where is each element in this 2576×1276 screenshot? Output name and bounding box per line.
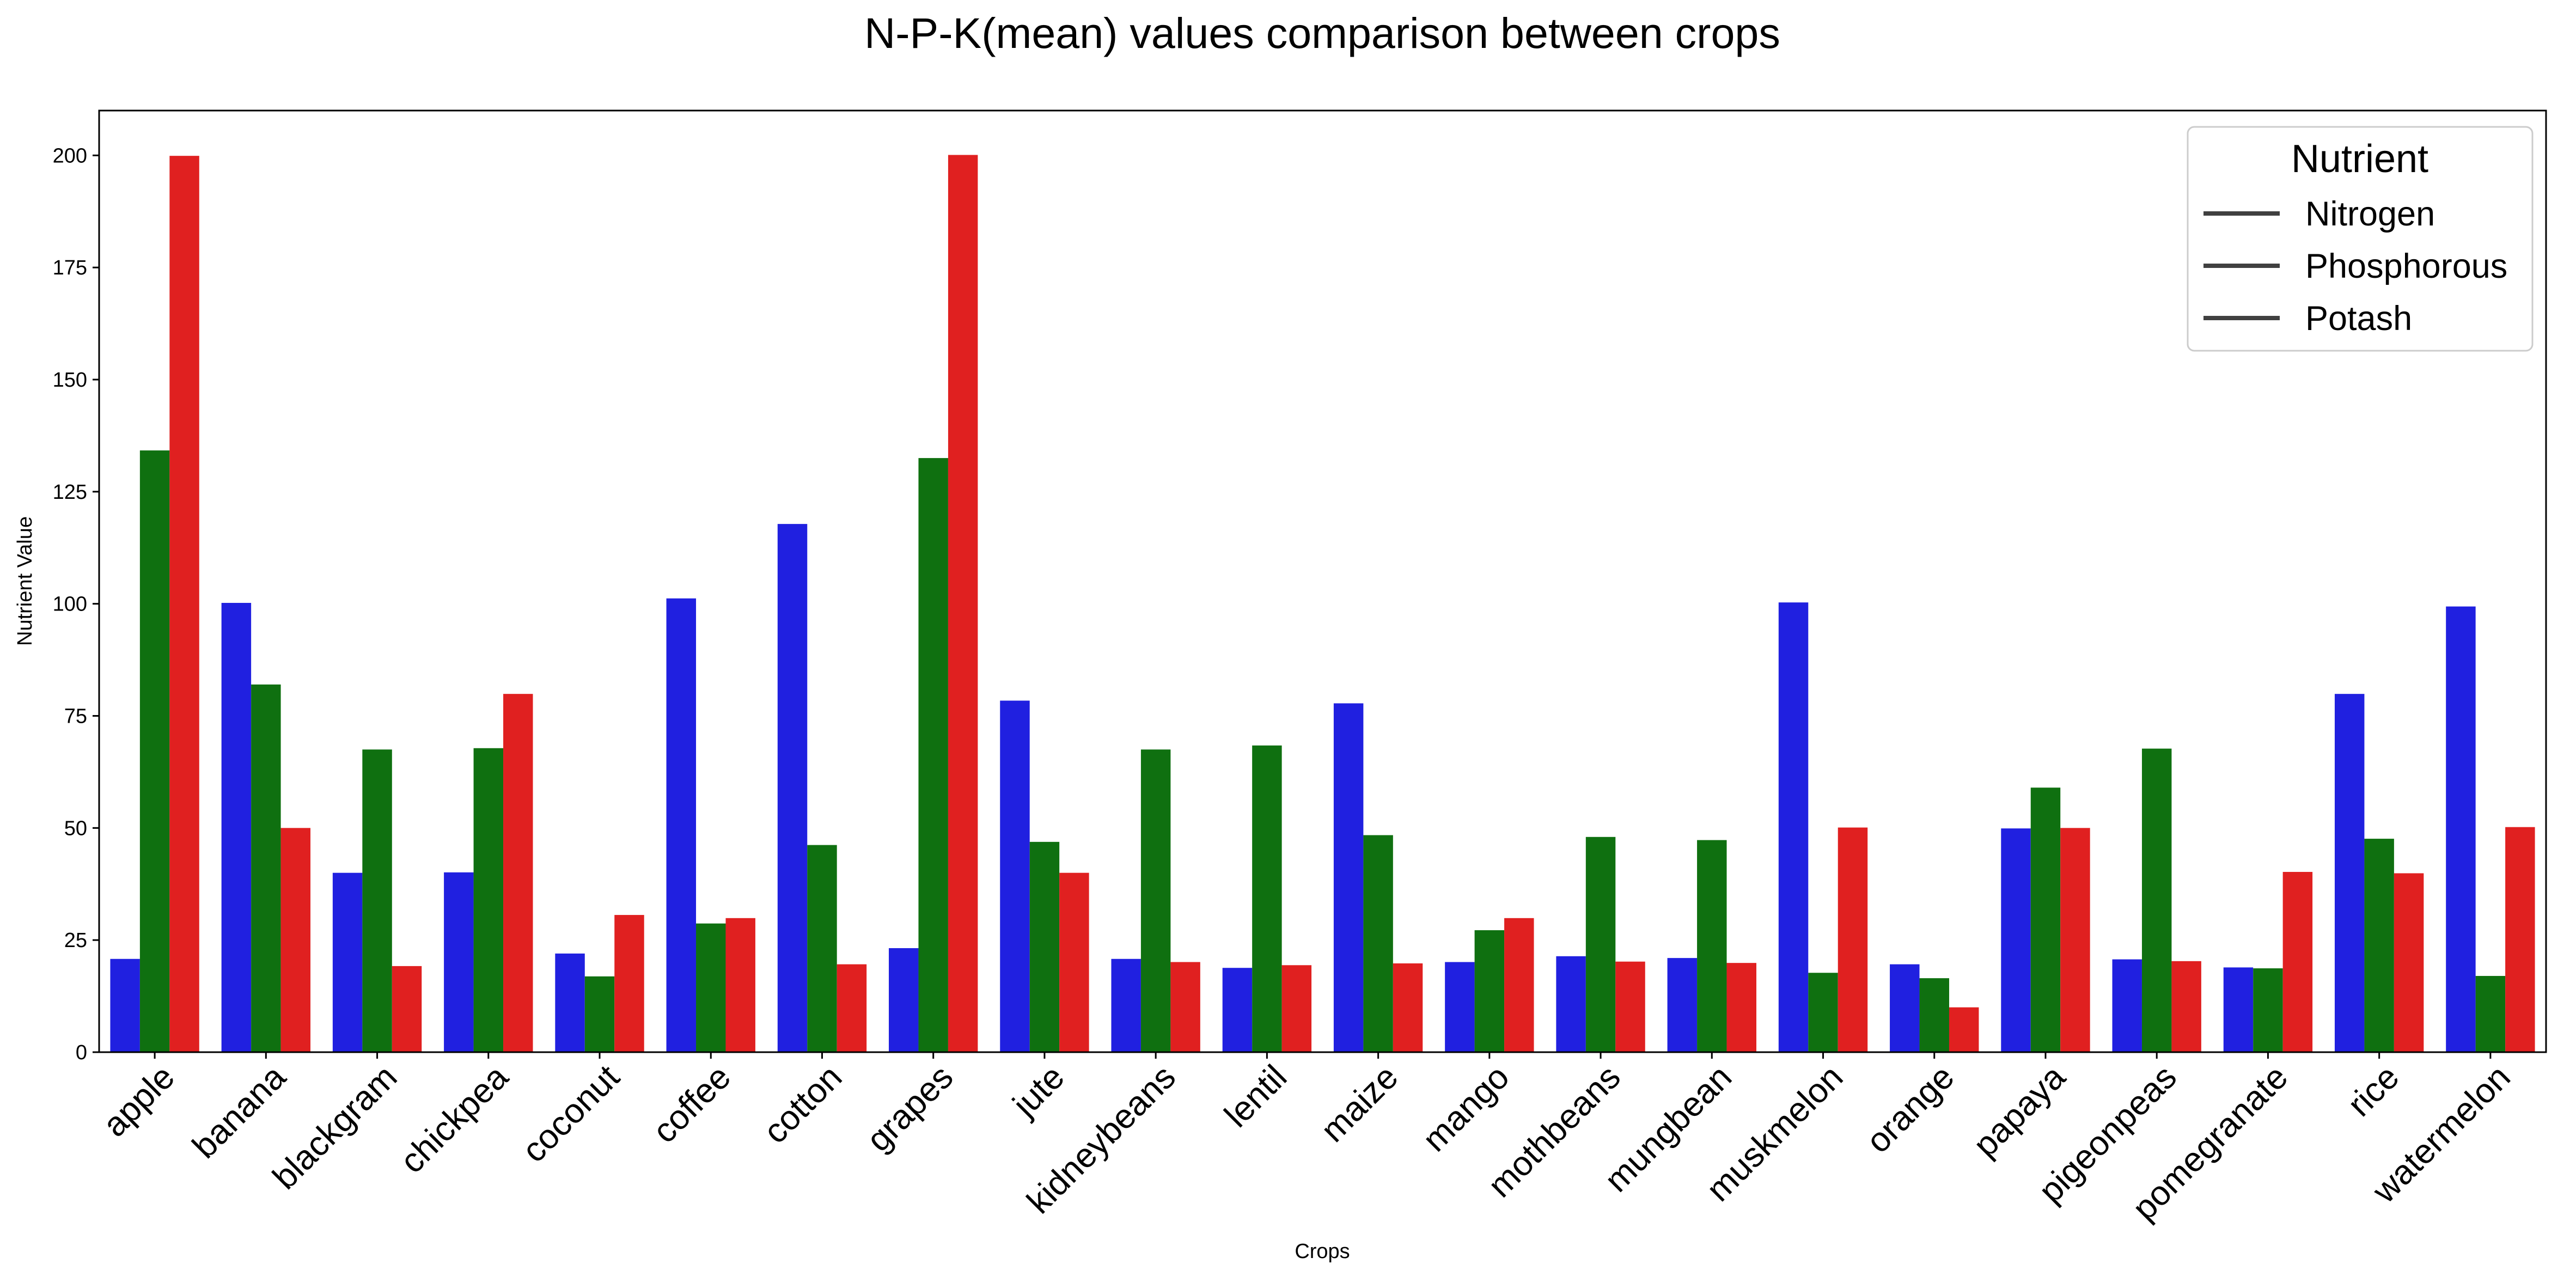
bar-phosphorous-mungbean xyxy=(1697,840,1727,1052)
bar-potash-jute xyxy=(1059,872,1089,1052)
bar-phosphorous-watermelon xyxy=(2475,976,2506,1052)
bar-phosphorous-grapes xyxy=(918,458,948,1052)
legend-label-potash: Potash xyxy=(2305,300,2412,338)
bar-potash-cotton xyxy=(837,964,867,1052)
bar-phosphorous-mango xyxy=(1474,930,1505,1052)
y-tick-label-200: 200 xyxy=(53,144,87,167)
bar-potash-apple xyxy=(169,156,199,1052)
bar-nitrogen-maize xyxy=(1333,703,1364,1052)
bar-phosphorous-blackgram xyxy=(362,749,392,1052)
bar-phosphorous-pigeonpeas xyxy=(2141,748,2172,1052)
legend-box xyxy=(2187,126,2534,352)
bar-phosphorous-papaya xyxy=(2030,787,2061,1052)
bar-phosphorous-chickpea xyxy=(473,748,504,1052)
bar-potash-coconut xyxy=(614,915,644,1052)
bar-nitrogen-coffee xyxy=(666,598,697,1052)
bar-nitrogen-apple xyxy=(110,958,140,1052)
y-tick-label-0: 0 xyxy=(76,1041,87,1064)
bar-nitrogen-rice xyxy=(2334,694,2365,1052)
bar-nitrogen-mungbean xyxy=(1667,958,1698,1052)
bar-nitrogen-pigeonpeas xyxy=(2112,959,2142,1052)
bars-layer xyxy=(110,155,2535,1052)
y-tick-label-175: 175 xyxy=(53,257,87,279)
bar-potash-rice xyxy=(2394,873,2424,1052)
bar-potash-pigeonpeas xyxy=(2171,961,2201,1052)
y-tick-label-75: 75 xyxy=(64,705,87,728)
y-tick-label-50: 50 xyxy=(64,817,87,840)
y-axis: 0 25 50 75 100 125 150 175 200 xyxy=(53,144,99,1064)
bar-phosphorous-cotton xyxy=(807,845,837,1052)
bar-phosphorous-muskmelon xyxy=(1808,973,1838,1052)
bar-potash-orange xyxy=(1949,1007,1979,1052)
y-tick-label-150: 150 xyxy=(53,369,87,392)
bar-nitrogen-grapes xyxy=(889,948,919,1052)
bar-nitrogen-mothbeans xyxy=(1556,956,1586,1052)
bar-potash-kidneybeans xyxy=(1170,962,1200,1052)
bar-nitrogen-coconut xyxy=(555,953,585,1052)
bar-phosphorous-banana xyxy=(251,684,281,1052)
bar-nitrogen-chickpea xyxy=(444,872,474,1052)
bar-potash-lentil xyxy=(1281,965,1312,1052)
bar-potash-mothbeans xyxy=(1615,961,1645,1052)
plot-frame xyxy=(98,109,2547,1053)
bar-potash-watermelon xyxy=(2505,827,2535,1052)
bar-potash-grapes xyxy=(948,155,978,1052)
x-axis-label: Crops xyxy=(1295,1240,1350,1263)
bar-nitrogen-jute xyxy=(1000,700,1030,1052)
bar-potash-banana xyxy=(280,828,311,1052)
bar-nitrogen-papaya xyxy=(2001,828,2031,1052)
bar-potash-blackgram xyxy=(392,966,422,1052)
bar-phosphorous-kidneybeans xyxy=(1140,749,1171,1052)
y-tick-label-100: 100 xyxy=(53,593,87,616)
bar-potash-muskmelon xyxy=(1838,827,1868,1052)
y-axis-label: Nutrient Value xyxy=(14,516,36,646)
bar-phosphorous-rice xyxy=(2364,839,2394,1052)
bar-potash-chickpea xyxy=(503,694,533,1052)
bar-phosphorous-lentil xyxy=(1252,745,1282,1052)
y-tick-label-125: 125 xyxy=(53,481,87,504)
bar-nitrogen-pomegranate xyxy=(2223,967,2254,1052)
bar-potash-maize xyxy=(1393,963,1423,1052)
bar-nitrogen-orange xyxy=(1890,964,1920,1052)
bar-nitrogen-cotton xyxy=(777,524,808,1052)
bar-potash-coffee xyxy=(725,918,755,1052)
bar-nitrogen-lentil xyxy=(1222,968,1253,1052)
legend-label-phosphorous: Phosphorous xyxy=(2305,247,2507,285)
bar-potash-pomegranate xyxy=(2282,872,2313,1052)
bar-nitrogen-blackgram xyxy=(332,872,363,1052)
bar-nitrogen-watermelon xyxy=(2446,606,2476,1052)
legend-items: Nitrogen Phosphorous Potash xyxy=(2203,195,2507,338)
y-tick-label-25: 25 xyxy=(64,929,87,952)
bar-nitrogen-muskmelon xyxy=(1778,602,1809,1052)
legend: Nutrient Nitrogen Phosphorous Potash xyxy=(2187,126,2534,352)
chart-title: N-P-K(mean) values comparison between cr… xyxy=(864,9,1780,57)
bar-phosphorous-jute xyxy=(1029,841,1060,1052)
bar-nitrogen-mango xyxy=(1445,962,1475,1052)
bar-phosphorous-maize xyxy=(1363,835,1393,1052)
legend-label-nitrogen: Nitrogen xyxy=(2305,195,2435,233)
bar-potash-papaya xyxy=(2060,828,2090,1052)
bar-phosphorous-pomegranate xyxy=(2253,968,2283,1052)
bar-nitrogen-banana xyxy=(221,603,252,1052)
bar-phosphorous-orange xyxy=(1919,978,1949,1052)
bar-nitrogen-kidneybeans xyxy=(1111,958,1141,1052)
bar-phosphorous-apple xyxy=(139,450,170,1052)
legend-title: Nutrient xyxy=(2291,137,2428,181)
bar-potash-mango xyxy=(1504,918,1534,1052)
bar-phosphorous-coconut xyxy=(584,976,615,1052)
bar-phosphorous-coffee xyxy=(696,923,726,1052)
bar-potash-mungbean xyxy=(1726,963,1756,1052)
bar-phosphorous-mothbeans xyxy=(1585,837,1616,1052)
